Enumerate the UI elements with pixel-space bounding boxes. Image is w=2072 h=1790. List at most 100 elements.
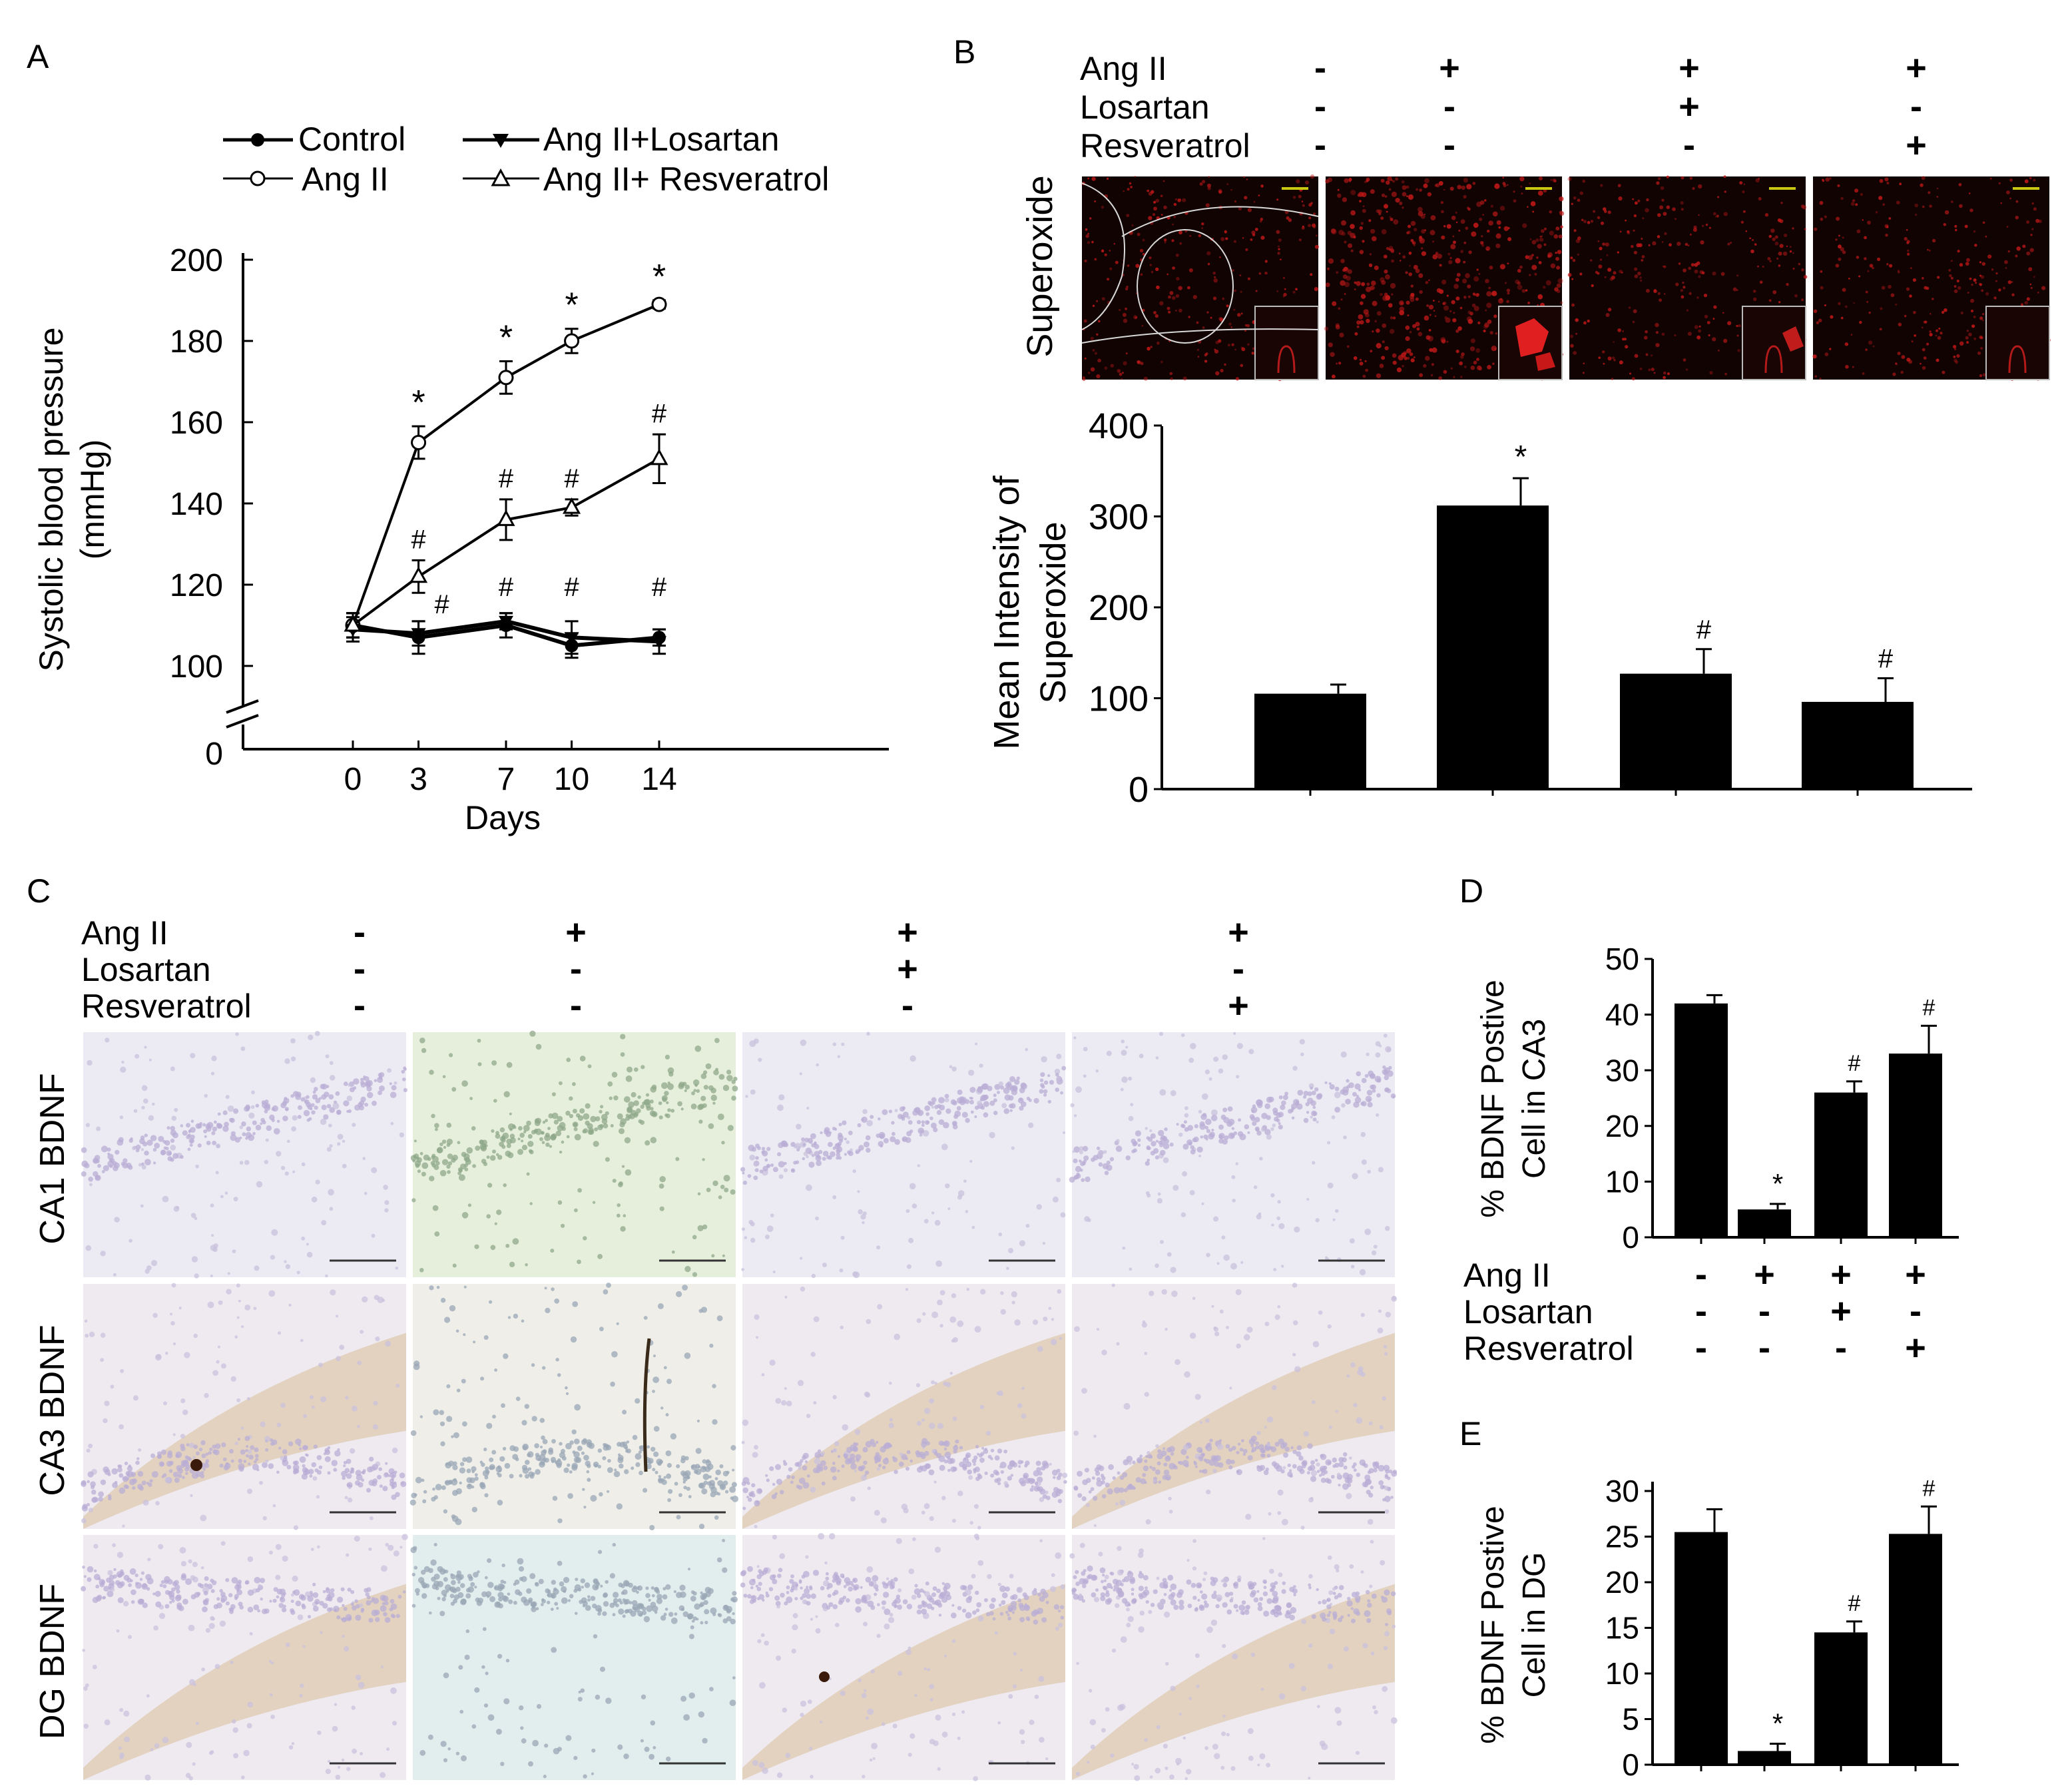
- y-tick-label: 20: [1605, 1565, 1639, 1600]
- legend-label-angii: Ang II: [302, 160, 389, 198]
- row-label: CA3 BDNF: [33, 1325, 72, 1496]
- x-tick-label: 0: [344, 762, 362, 797]
- significance-marker: #: [1878, 644, 1894, 673]
- treatment-b-sign: +: [1439, 48, 1460, 88]
- panel-c: Ang II - + + +Losartan - - + -Resveratrol - - - + CA…: [33, 912, 1398, 1781]
- treatment-b-sign: +: [1679, 48, 1700, 88]
- treatment-d-sign: -: [1695, 1255, 1707, 1295]
- treatment-d-label-ang-ii: Ang II: [1463, 1257, 1551, 1294]
- treatment-d-sign: +: [1754, 1255, 1775, 1295]
- treatment-d-label-losartan: Losartan: [1463, 1293, 1593, 1331]
- treatment-c-sign: -: [354, 912, 366, 952]
- treatment-d-sign: +: [1830, 1255, 1852, 1295]
- panel-d-bar-chart: 0 10 20 30 40 50 * # # % BDNF Postive Cell in C…: [1463, 942, 1959, 1368]
- significance-marker: *: [565, 286, 578, 325]
- treatment-d-sign: -: [1758, 1291, 1770, 1331]
- ihc-micrograph: [410, 1535, 738, 1780]
- treatment-d-sign: -: [1835, 1328, 1847, 1368]
- panel-letter-c: C: [27, 872, 51, 910]
- significance-marker: #: [499, 464, 514, 493]
- bar: [1802, 701, 1914, 789]
- significance-marker: #: [564, 464, 579, 493]
- treatment-c-label-losartan: Losartan: [81, 951, 211, 988]
- inset-cell: [1277, 345, 1296, 374]
- y-tick-label: 15: [1605, 1611, 1639, 1645]
- data-point: [411, 435, 427, 450]
- significance-marker: *: [1772, 1168, 1783, 1199]
- y-tick-label: 5: [1622, 1702, 1639, 1737]
- significance-marker: #: [1848, 1591, 1861, 1616]
- significance-marker: #: [499, 573, 514, 602]
- significance-marker: *: [499, 319, 513, 358]
- x-tick-label: 14: [641, 762, 676, 797]
- treatment-b-label-ang-ii: Ang II: [1080, 50, 1167, 87]
- treatment-b-sign: +: [1679, 87, 1700, 127]
- significance-marker: *: [1772, 1707, 1783, 1739]
- y-tick-label: 400: [1089, 406, 1149, 446]
- significance-marker: #: [1848, 1051, 1861, 1076]
- x-tick-label: 7: [497, 762, 515, 797]
- legend-marker-angii: [250, 170, 266, 186]
- inset-cell: [1535, 352, 1555, 371]
- y-tick-label: 20: [1605, 1109, 1639, 1143]
- y-axis-label-line-2: Superoxide: [1033, 521, 1073, 703]
- y-axis-label-line-1: Systolic blood pressure: [33, 328, 70, 672]
- inset-cell: [1782, 326, 1804, 352]
- data-point: [651, 296, 667, 312]
- ihc-micrograph: [81, 1031, 408, 1279]
- significance-marker: #: [1923, 1476, 1936, 1501]
- treatment-c-sign: -: [570, 986, 582, 1026]
- treatment-b-sign: -: [1314, 48, 1326, 88]
- row-label: CA1 BDNF: [33, 1073, 72, 1244]
- bar: [1889, 1053, 1942, 1237]
- data-point: [498, 370, 514, 386]
- y-tick-label: 50: [1605, 942, 1639, 976]
- significance-marker: #: [652, 399, 667, 428]
- y-tick-label: 180: [170, 324, 223, 360]
- bar: [1889, 1534, 1942, 1765]
- data-point: [650, 448, 668, 465]
- y-axis-label-line-2: Cell in DG: [1517, 1552, 1552, 1698]
- legend-marker-resveratrol: [491, 168, 511, 186]
- y-axis-label: % BDNF Postive Cell in DG: [1475, 1506, 1552, 1743]
- treatment-b-label-resveratrol: Resveratrol: [1080, 127, 1250, 164]
- y-tick-label: 120: [170, 568, 223, 603]
- y-tick-label: 30: [1605, 1053, 1639, 1087]
- bar: [1675, 1532, 1728, 1765]
- treatment-c-label-resveratrol: Resveratrol: [81, 988, 252, 1025]
- ihc-micrograph: [410, 1030, 738, 1277]
- treatment-b-sign: -: [1314, 87, 1326, 127]
- treatment-d-label-resveratrol: Resveratrol: [1463, 1330, 1634, 1367]
- y-tick-label: 300: [1089, 497, 1149, 537]
- superoxide-micrograph: [1567, 175, 1808, 381]
- treatment-b-sign: -: [1683, 125, 1695, 165]
- y-tick-label: 0: [1622, 1747, 1639, 1782]
- treatment-c-sign: +: [1228, 986, 1249, 1026]
- data-point: [651, 636, 666, 649]
- data-point: [411, 628, 426, 641]
- y-tick-label: 40: [1605, 998, 1639, 1032]
- bar: [1814, 1092, 1868, 1237]
- row-label: DG BDNF: [33, 1584, 72, 1739]
- treatment-c-sign: +: [565, 912, 587, 952]
- significance-marker: #: [652, 573, 667, 602]
- y-tick-label: 200: [170, 243, 223, 278]
- bar: [1675, 1003, 1728, 1237]
- y-tick-label: 25: [1605, 1520, 1639, 1554]
- significance-marker: *: [411, 384, 425, 422]
- ihc-micrograph: [740, 1533, 1065, 1781]
- y-axis-label-line-1: Mean Intensity of: [987, 475, 1027, 749]
- y-tick-label: 100: [1089, 679, 1149, 719]
- data-point: [344, 615, 362, 632]
- legend-label-control: Control: [298, 121, 405, 158]
- treatment-d-sign: -: [1910, 1291, 1922, 1331]
- treatment-c-sign: +: [897, 912, 918, 952]
- row-label-text: CA3 BDNF: [33, 1325, 72, 1496]
- bar: [1620, 673, 1732, 789]
- data-point: [564, 333, 580, 349]
- superoxide-micrograph: [1081, 174, 1319, 382]
- ihc-micrograph: [1072, 1283, 1398, 1530]
- y-axis-label-line-1: % BDNF Postive: [1475, 1506, 1511, 1743]
- legend-label-resveratrol: Ang II+ Resveratrol: [543, 160, 829, 198]
- y-tick-label: 30: [1605, 1474, 1639, 1508]
